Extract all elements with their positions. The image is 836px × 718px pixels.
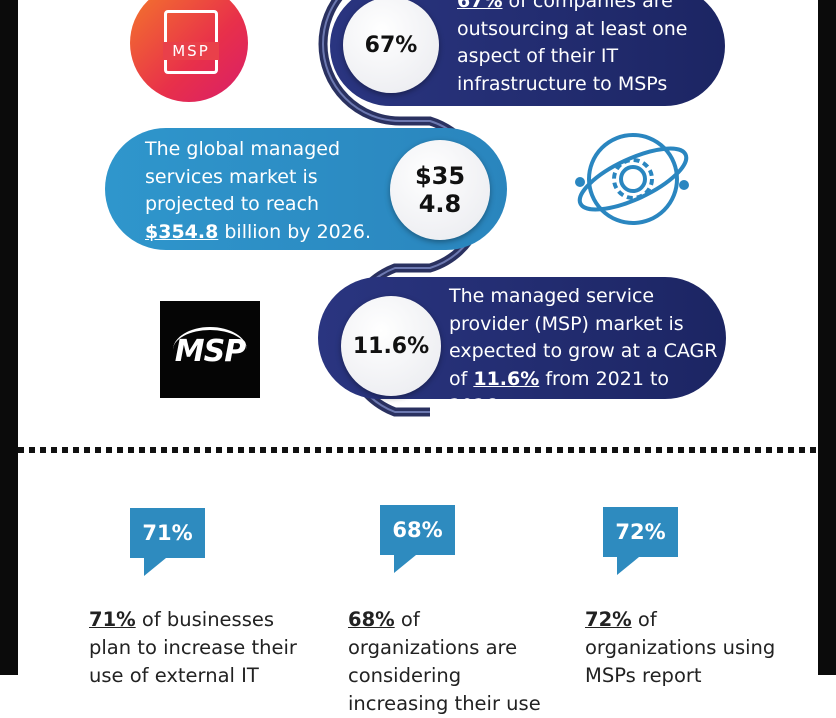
msp-icon: MSP <box>130 0 248 102</box>
fact-text: 68% of organizations are considering inc… <box>348 606 553 718</box>
frame-right <box>818 0 836 675</box>
fact-text: 72% of organizations using MSPs report <box>585 606 785 690</box>
stat-circle: $354.8 <box>390 140 490 240</box>
frame-left <box>0 0 18 675</box>
stat-circle: 11.6% <box>341 296 441 396</box>
logo-label: MSP <box>172 326 248 373</box>
highlight: 11.6% <box>473 367 540 390</box>
text: of companies are outsourcing at least on… <box>457 0 688 95</box>
fact-badge: 72% <box>603 507 678 575</box>
badge-label: 68% <box>380 505 455 555</box>
highlight: $354.8 <box>145 220 219 243</box>
gear-globe-icon <box>575 133 689 225</box>
msp-logo: MSP <box>160 301 260 398</box>
text: billion by 2026. <box>218 220 371 243</box>
highlight: 71% <box>89 608 136 631</box>
highlight: 72% <box>585 608 632 631</box>
circle-label: $354.8 <box>414 162 466 218</box>
fact-text: 71% of businesses plan to increase their… <box>89 606 309 690</box>
fact-badge: 68% <box>380 505 455 573</box>
badge-label: 71% <box>130 508 205 558</box>
text: The global managed services market is pr… <box>145 138 341 216</box>
divider <box>18 447 818 453</box>
badge-label: 72% <box>603 507 678 557</box>
fact-badge: 71% <box>130 508 205 576</box>
stat-circle: 67% <box>343 0 439 93</box>
icon-label: MSP <box>163 42 219 60</box>
text: from 2021 to 2026 <box>449 367 670 399</box>
highlight: 67% <box>457 0 503 12</box>
stat-text: The managed service provider (MSP) marke… <box>449 283 721 399</box>
text: The managed service provider (MSP) marke… <box>449 285 718 390</box>
stat-text: 67% of companies are outsourcing at leas… <box>457 0 712 98</box>
highlight: 68% <box>348 608 395 631</box>
stat-text: The global managed services market is pr… <box>145 136 375 246</box>
